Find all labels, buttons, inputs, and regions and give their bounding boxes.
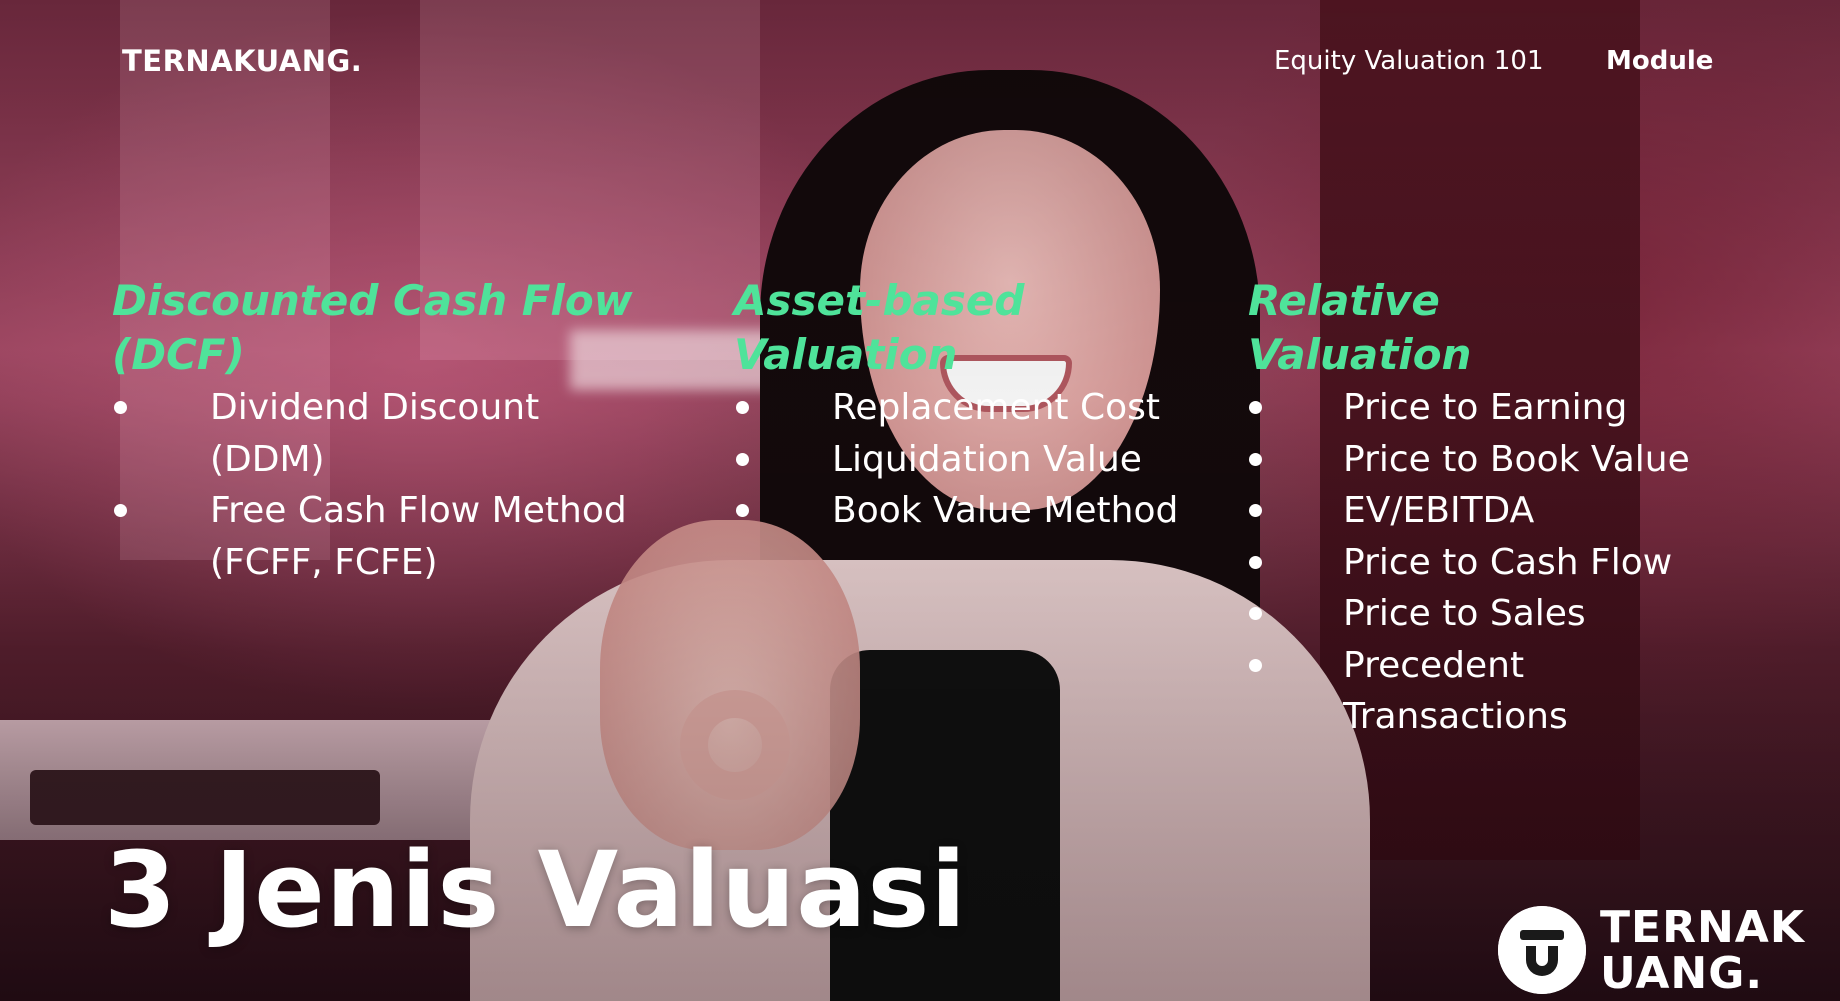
list-item-text: (DDM) [210,438,325,480]
column-title-line: Discounted Cash Flow [112,276,633,325]
bullet-icon [1249,452,1262,466]
column-title-line: Valuation [1248,330,1472,379]
list-item: Price to Book Value [1249,434,1808,486]
background-wall-panel [120,0,330,560]
valuation-column-dcf: Discounted Cash Flow (DCF) Dividend Disc… [112,274,672,588]
method-list: Dividend Discount (DDM) Free Cash Flow M… [112,382,672,588]
ternak-uang-logo-icon [1498,906,1586,994]
list-item-text: (FCFF, FCFE) [210,541,438,583]
list-item: Free Cash Flow Method (FCFF, FCFE) [114,485,672,588]
logo-wordmark: TERNAK UANG. [1600,905,1805,997]
list-item: Price to Sales [1249,588,1808,640]
list-item-text: Transactions [1343,696,1568,737]
list-item-text: Price to Book Value [1343,438,1690,480]
course-title: Equity Valuation 101 [1274,46,1544,76]
list-item-text: Replacement Cost [832,387,1161,428]
presenter-ok-gesture [680,690,790,800]
logo-wordmark-line: UANG. [1600,948,1764,999]
list-item-text: Price to Earning [1343,387,1628,428]
method-list: Price to Earning Price to Book Value EV/… [1248,382,1808,743]
presenter-face [860,130,1160,510]
background-door [1320,0,1640,860]
list-item: EV/EBITDA [1249,485,1808,537]
bullet-icon [114,401,127,414]
list-item-text: Price to Cash Flow [1343,541,1673,583]
background-laptop [30,770,380,825]
column-title: Relative Valuation [1248,274,1808,382]
bullet-icon [736,452,749,466]
list-item-text: Precedent [1343,644,1525,686]
column-title-line: Relative [1248,276,1440,325]
bullet-icon [1249,401,1262,414]
bullet-icon [1249,607,1262,620]
module-label: Module [1606,46,1714,76]
presenter-top [830,650,1060,1001]
valuation-column-relative: Relative Valuation Price to Earning Pric… [1248,274,1808,743]
bullet-icon [736,401,749,414]
bullet-icon [1249,504,1262,517]
bullet-icon [1249,658,1262,672]
list-item-text: Price to Sales [1343,593,1586,634]
column-title: Asset-based Valuation [734,274,1254,382]
main-title: 3 Jenis Valuasi [104,829,967,951]
brand-name: TERNAKUANG. [122,44,363,78]
column-title-line: Valuation [734,330,958,379]
list-item: Dividend Discount (DDM) [114,382,672,485]
column-title-line: Asset-based [734,276,1025,325]
logo-wordmark-line: TERNAK [1600,902,1805,953]
column-title-line: (DCF) [112,330,245,379]
bullet-icon [1249,555,1262,569]
list-item: Price to Earning [1249,382,1808,434]
background-window-glow [570,330,790,390]
bullet-icon [114,504,127,517]
list-item-text: Free Cash Flow Method [210,490,627,531]
list-item: Liquidation Value [736,434,1254,486]
list-item-text: Dividend Discount [210,387,540,428]
list-item-text: EV/EBITDA [1343,490,1535,531]
bullet-icon [736,504,749,517]
list-item-text: Book Value Method [832,490,1179,531]
list-item: Precedent Transactions [1249,640,1808,743]
list-item-text: Liquidation Value [832,438,1142,480]
background-wall-panel [420,0,760,360]
list-item: Replacement Cost [736,382,1254,434]
ternak-uang-logo-icon [1498,906,1586,994]
column-title: Discounted Cash Flow (DCF) [112,274,672,382]
list-item: Book Value Method [736,485,1254,537]
list-item: Price to Cash Flow [1249,537,1808,589]
valuation-column-asset-based: Asset-based Valuation Replacement Cost L… [734,274,1254,537]
method-list: Replacement Cost Liquidation Value Book … [734,382,1254,537]
